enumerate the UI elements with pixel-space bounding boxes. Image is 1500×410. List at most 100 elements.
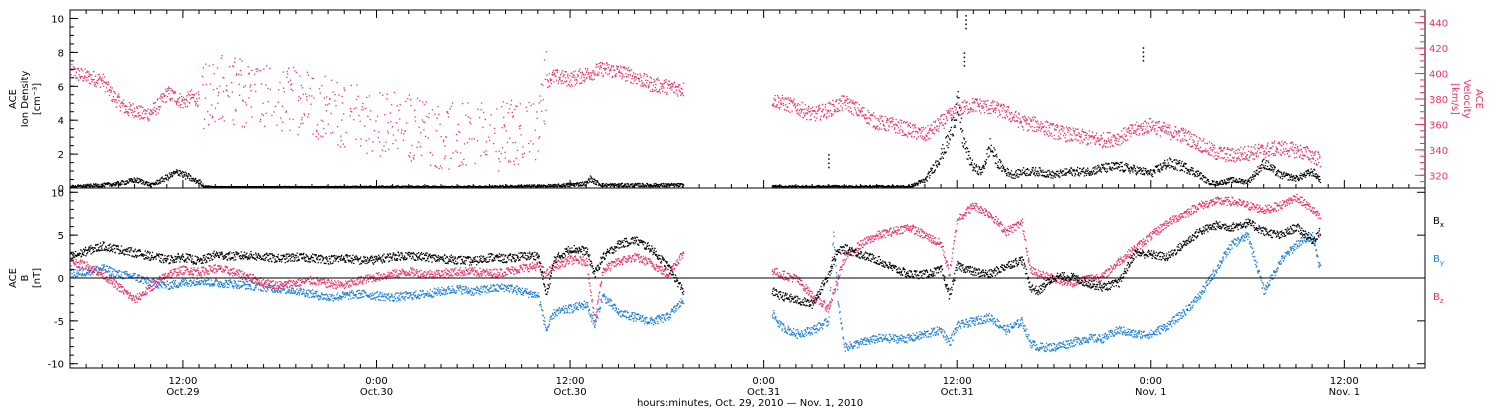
velocity-point [1214,158,1217,160]
velocity-point [478,116,481,119]
velocity-point [594,71,596,73]
velocity-point [851,101,854,104]
ion-density-point [581,185,583,187]
velocity-point [1097,140,1100,142]
velocity-point [1246,157,1248,160]
velocity-point [1272,154,1275,157]
ion-density-point [1096,168,1098,170]
ion-density-point [534,184,536,186]
velocity-point [1170,132,1172,134]
velocity-point [1022,129,1025,131]
velocity-point [427,137,430,139]
velocity-point [299,97,302,100]
velocity-point [604,69,606,71]
ion-density-point [105,182,108,185]
ion-density-point [1147,174,1149,176]
ion-density-point [664,185,666,187]
ion-density-point [951,118,953,120]
velocity-point [952,115,954,117]
ion-density-point [577,183,579,185]
velocity-point [238,94,241,96]
velocity-point [991,100,994,102]
ion-density-point [90,183,92,185]
ion-density-point [623,185,625,187]
velocity-point [1281,140,1283,143]
ion-density-point [555,184,557,186]
velocity-point [1073,131,1075,133]
velocity-point [1005,114,1007,116]
ion-density-point [630,183,633,186]
velocity-point [933,128,935,130]
velocity-point [388,148,390,151]
ion-density-point [525,186,527,188]
ion-density-point [526,184,528,186]
velocity-point [968,103,971,105]
ion-density-point [621,182,623,185]
velocity-point [1076,134,1079,136]
velocity-point [1164,132,1166,134]
velocity-point [336,125,339,128]
velocity-point [520,134,522,136]
velocity-point [999,113,1001,116]
velocity-point [259,120,261,123]
velocity-point [582,79,584,82]
ion-density-point [152,183,154,185]
velocity-point [542,84,544,86]
ion-density-point [788,186,790,188]
velocity-point [1246,154,1249,156]
velocity-point [920,127,923,129]
ion-density-point [1160,164,1162,166]
velocity-point [189,94,191,97]
velocity-point [80,67,82,70]
velocity-point [870,119,872,121]
velocity-point [639,73,641,75]
velocity-point [1051,135,1053,137]
velocity-point [628,66,630,69]
ion-density-point [132,180,134,183]
velocity-point [349,115,351,117]
velocity-point [787,96,789,99]
ion-density-point [1039,167,1041,169]
velocity-point [880,128,882,130]
velocity-point [897,127,900,129]
velocity-point [456,139,458,142]
velocity-point [980,100,982,102]
velocity-point [171,97,173,99]
ion-density-point [82,185,85,188]
ion-density-point [194,178,196,181]
velocity-point [546,79,548,81]
ion-density-point [667,183,669,185]
velocity-point [680,87,682,90]
velocity-point [557,82,559,85]
velocity-point [295,71,298,74]
velocity-point [784,108,786,111]
ion-density-point [962,146,965,148]
velocity-point [957,110,959,113]
ion-density-point [595,182,597,184]
velocity-point [996,101,998,103]
velocity-point [97,74,99,76]
ion-density-point [655,182,657,185]
velocity-point [956,102,959,104]
ion-density-point [632,185,634,187]
velocity-point [400,132,402,134]
velocity-point [83,77,86,79]
velocity-point [966,101,968,103]
ion-density-point [620,184,622,186]
velocity-point [1136,128,1138,130]
velocity-point [1195,144,1197,146]
velocity-point [1157,122,1159,124]
velocity-point [351,111,353,113]
velocity-point [830,115,833,117]
velocity-point [1190,146,1192,148]
ion-density-point [117,182,120,184]
ion-density-point [165,179,168,181]
velocity-point [615,75,617,78]
velocity-point [832,103,835,106]
ion-density-point [965,151,967,153]
velocity-point [192,97,195,99]
velocity-point [125,111,127,113]
velocity-point [1250,150,1252,152]
ion-density-point [591,177,593,180]
velocity-point [138,114,141,117]
